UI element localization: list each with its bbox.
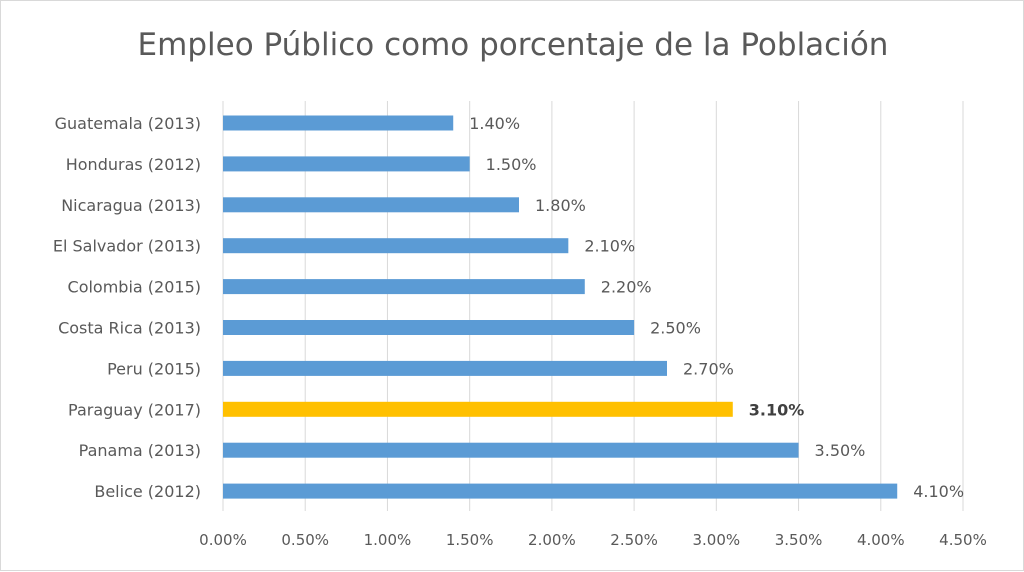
category-label: Guatemala (2013) [55,114,201,133]
category-label: Honduras (2012) [66,155,201,174]
bar [223,320,635,335]
x-tick-label: 0.00% [199,531,247,549]
data-label: 2.70% [683,359,734,378]
data-label: 3.50% [815,441,866,460]
x-tick-label: 4.00% [857,531,905,549]
category-label: El Salvador (2013) [53,237,201,256]
data-label: 2.20% [601,278,652,297]
category-label: Nicaragua (2013) [61,196,201,215]
category-label: Peru (2015) [107,359,201,378]
x-tick-label: 2.00% [528,531,576,549]
bar [223,115,454,131]
data-label: 1.40% [469,114,520,133]
bar [223,442,799,458]
category-label: Belice (2012) [94,482,201,501]
bar [223,156,470,172]
bar [223,360,667,376]
chart-title: Empleo Público como porcentaje de la Pob… [137,27,889,63]
bar [223,483,898,499]
data-label: 1.80% [535,196,586,215]
data-label: 1.50% [486,155,537,174]
bar [223,197,519,213]
category-label: Colombia (2015) [68,278,201,297]
data-label: 4.10% [913,482,964,501]
x-tick-label: 0.50% [281,531,329,549]
x-tick-label: 4.50% [939,531,987,549]
x-tick-label: 3.00% [693,531,741,549]
x-tick-label: 2.50% [610,531,658,549]
data-label: 2.10% [584,237,635,256]
category-label: Panama (2013) [79,441,201,460]
data-label: 2.50% [650,319,701,338]
data-label: 3.10% [749,400,805,419]
x-tick-label: 1.50% [446,531,494,549]
bar [223,279,585,295]
x-tick-label: 1.00% [364,531,412,549]
bar [223,238,569,254]
bar-highlight [223,401,733,417]
x-tick-label: 3.50% [775,531,823,549]
category-label: Costa Rica (2013) [58,319,201,338]
category-label: Paraguay (2017) [68,400,201,419]
